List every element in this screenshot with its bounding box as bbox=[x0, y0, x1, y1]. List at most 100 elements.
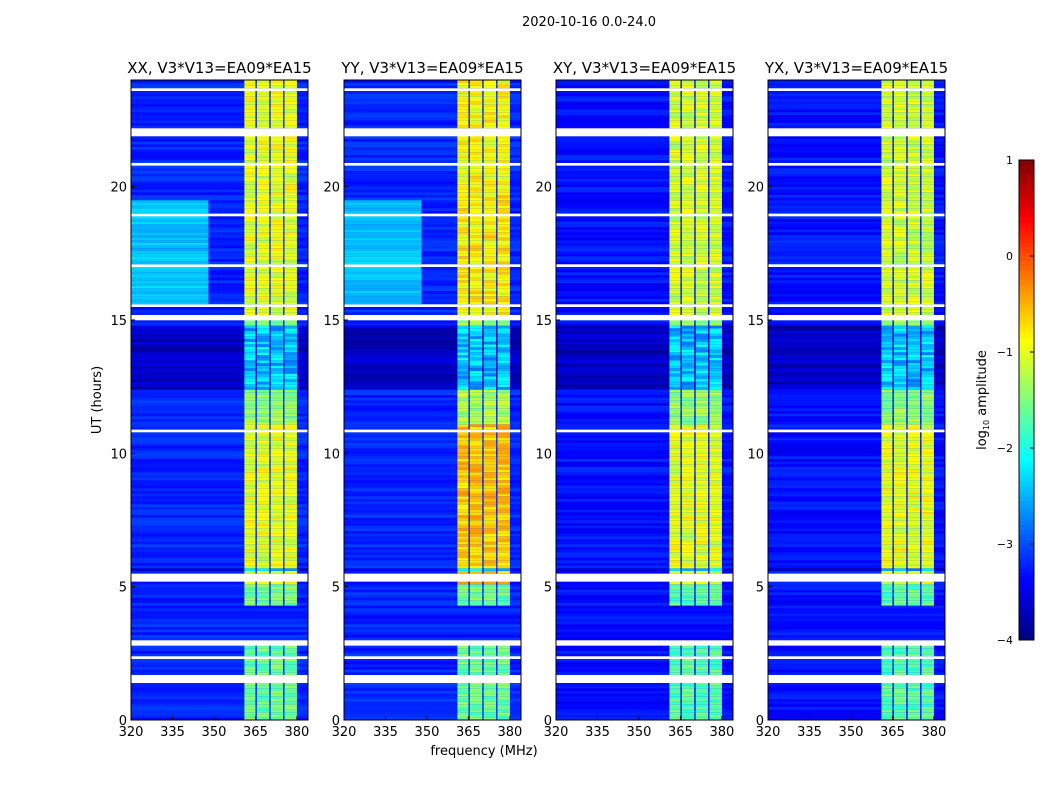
heatmap-cell bbox=[881, 482, 893, 486]
heatmap-cell bbox=[893, 682, 907, 686]
heatmap-cell bbox=[921, 282, 934, 286]
flagged-row bbox=[344, 213, 521, 217]
panel-title: XX, V3*V13=EA09*EA15 bbox=[127, 59, 311, 77]
heatmap-cell bbox=[284, 560, 297, 563]
heatmap-cell bbox=[893, 112, 907, 115]
heatmap-cell bbox=[881, 261, 893, 265]
heatmap-cell bbox=[907, 320, 921, 323]
heatmap-cell bbox=[556, 338, 733, 342]
heatmap-cell bbox=[681, 698, 695, 702]
heatmap-cell bbox=[497, 597, 510, 601]
heatmap-cell bbox=[469, 197, 483, 201]
flagged-row bbox=[344, 573, 521, 577]
heatmap-cell bbox=[497, 352, 510, 355]
heatmap-cell bbox=[284, 101, 297, 105]
heatmap-cell bbox=[768, 312, 945, 315]
heatmap-cell bbox=[497, 400, 510, 403]
heatmap-cell bbox=[893, 226, 907, 230]
heatmap-cell bbox=[556, 368, 733, 371]
heatmap-cell bbox=[907, 301, 921, 305]
flagged-row bbox=[131, 317, 308, 321]
heatmap-cell bbox=[921, 562, 934, 566]
heatmap-cell bbox=[344, 280, 521, 283]
heatmap-cell bbox=[695, 408, 709, 411]
heatmap-cell bbox=[284, 352, 297, 355]
heatmap-cell bbox=[881, 277, 893, 281]
heatmap-cell bbox=[344, 402, 521, 406]
heatmap-cell bbox=[256, 104, 270, 107]
heatmap-cell bbox=[881, 320, 893, 323]
heatmap-cell bbox=[921, 602, 934, 606]
heatmap-cell bbox=[695, 85, 709, 89]
heatmap-cell bbox=[709, 653, 722, 657]
heatmap-cell bbox=[284, 98, 297, 102]
heatmap-cell bbox=[344, 96, 521, 99]
heatmap-cell bbox=[695, 218, 709, 222]
heatmap-cell bbox=[270, 496, 284, 499]
colorbar-step bbox=[1019, 347, 1034, 353]
heatmap-cell bbox=[256, 125, 270, 129]
heatmap-cell bbox=[921, 154, 934, 158]
heatmap-cell bbox=[483, 442, 497, 446]
heatmap-cell bbox=[893, 146, 907, 150]
heatmap-cell bbox=[709, 584, 722, 587]
heatmap-cell bbox=[483, 581, 497, 585]
heatmap-cell bbox=[256, 661, 270, 665]
heatmap-cell bbox=[244, 538, 256, 542]
heatmap-cell bbox=[284, 328, 297, 331]
heatmap-cell bbox=[344, 154, 521, 158]
heatmap-cell bbox=[709, 109, 722, 113]
x-tick-label: 365 bbox=[456, 725, 481, 740]
heatmap-cell bbox=[483, 381, 497, 385]
heatmap-cell bbox=[768, 330, 945, 334]
heatmap-cell bbox=[768, 197, 945, 201]
heatmap-cell bbox=[921, 357, 934, 361]
heatmap-cell bbox=[709, 498, 722, 502]
heatmap-cell bbox=[270, 293, 284, 297]
heatmap-cell bbox=[469, 672, 483, 675]
y-tick-label: 10 bbox=[110, 447, 127, 462]
heatmap-cell bbox=[131, 466, 308, 470]
heatmap-cell bbox=[669, 672, 681, 675]
heatmap-cell bbox=[556, 157, 733, 161]
heatmap-cell bbox=[244, 552, 256, 555]
heatmap-cell bbox=[881, 362, 893, 366]
heatmap-cell bbox=[695, 445, 709, 449]
heatmap-cell bbox=[768, 701, 945, 705]
heatmap-cell bbox=[556, 360, 733, 363]
heatmap-cell bbox=[695, 365, 709, 369]
heatmap-cell bbox=[709, 442, 722, 446]
heatmap-cell bbox=[270, 93, 284, 97]
heatmap-cell bbox=[244, 533, 256, 537]
heatmap-cell bbox=[893, 258, 907, 262]
heatmap-cell bbox=[768, 322, 945, 326]
heatmap-cell bbox=[921, 250, 934, 254]
flagged-row bbox=[344, 429, 521, 433]
heatmap-cell bbox=[556, 661, 733, 665]
heatmap-cell bbox=[469, 570, 483, 574]
heatmap-cell bbox=[344, 413, 521, 417]
heatmap-cell bbox=[256, 442, 270, 446]
heatmap-cell bbox=[457, 509, 469, 513]
heatmap-cell bbox=[344, 269, 422, 273]
heatmap-cell bbox=[893, 464, 907, 467]
heatmap-cell bbox=[709, 122, 722, 126]
heatmap-cell bbox=[256, 397, 270, 401]
heatmap-cell bbox=[921, 685, 934, 689]
heatmap-cell bbox=[457, 138, 469, 142]
flagged-row bbox=[556, 576, 733, 579]
heatmap-cell bbox=[256, 405, 270, 409]
heatmap-cell bbox=[469, 242, 483, 246]
heatmap-cell bbox=[921, 157, 934, 161]
heatmap-cell bbox=[344, 394, 521, 398]
heatmap-cell bbox=[131, 250, 308, 254]
heatmap-cell bbox=[881, 138, 893, 142]
heatmap-cell bbox=[893, 592, 907, 595]
heatmap-cell bbox=[893, 320, 907, 323]
heatmap-cell bbox=[284, 381, 297, 385]
heatmap-cell bbox=[497, 178, 510, 182]
heatmap-cell bbox=[284, 645, 297, 649]
heatmap-cell bbox=[284, 496, 297, 499]
heatmap-cell bbox=[921, 138, 934, 142]
heatmap-cell bbox=[469, 554, 483, 558]
